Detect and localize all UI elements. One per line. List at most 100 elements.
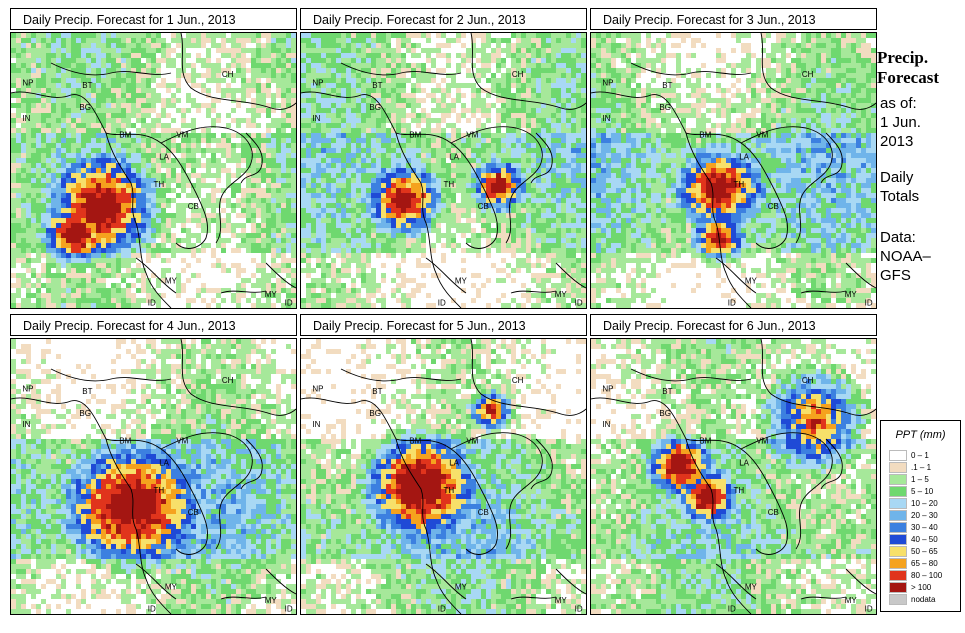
sidebar-title: Precip. Forecast — [877, 48, 963, 88]
country-label: CH — [222, 70, 234, 79]
legend-swatch — [889, 594, 907, 605]
forecast-panel-6: Daily Precip. Forecast for 6 Jun., 2013 … — [590, 314, 877, 615]
legend-label: 80 – 100 — [911, 571, 943, 580]
country-label: VM — [756, 131, 768, 140]
country-label: BG — [369, 409, 381, 418]
legend-swatch — [889, 582, 907, 593]
legend-label: 50 – 65 — [911, 547, 938, 556]
country-label: TH — [444, 486, 455, 495]
country-label: BG — [369, 103, 381, 112]
country-label: BM — [119, 437, 131, 446]
legend-label: 30 – 40 — [911, 523, 938, 532]
country-label: ID — [285, 298, 293, 307]
country-label: MY — [555, 596, 568, 605]
panel-title: Daily Precip. Forecast for 3 Jun., 2013 — [590, 8, 877, 30]
data-source-label: Data: — [880, 229, 916, 246]
legend-swatch — [889, 498, 907, 509]
forecast-panel-3: Daily Precip. Forecast for 3 Jun., 2013 … — [590, 8, 877, 309]
country-label: ID — [865, 298, 873, 307]
country-label: LA — [449, 153, 459, 162]
legend-swatch — [889, 570, 907, 581]
precip-raster: CH NP BT IN BG BM VM LA TH CB MY ID MY ID — [591, 339, 876, 614]
forecast-panel-5: Daily Precip. Forecast for 5 Jun., 2013 … — [300, 314, 587, 615]
legend-swatch — [889, 558, 907, 569]
country-label: CB — [478, 202, 489, 211]
legend-swatch — [889, 474, 907, 485]
country-label: TH — [734, 180, 745, 189]
country-label: ID — [575, 604, 583, 613]
country-label: BT — [372, 81, 382, 90]
legend-item: 65 – 80 — [889, 558, 938, 569]
country-label: IN — [602, 114, 610, 123]
legend-label: 1 – 5 — [911, 475, 929, 484]
legend-item: .1 – 1 — [889, 462, 931, 473]
country-label: MY — [265, 596, 278, 605]
country-label: IN — [602, 420, 610, 429]
country-label: MY — [745, 582, 758, 591]
legend-swatch — [889, 486, 907, 497]
legend-label: .1 – 1 — [911, 463, 932, 472]
country-label: LA — [159, 153, 169, 162]
country-label: MY — [165, 582, 178, 591]
legend-item: 40 – 50 — [889, 534, 938, 545]
country-label: BG — [659, 103, 671, 112]
country-label: ID — [575, 298, 583, 307]
country-label: BT — [662, 387, 672, 396]
forecast-panel-4: Daily Precip. Forecast for 4 Jun., 2013 … — [10, 314, 297, 615]
legend-item: 1 – 5 — [889, 474, 929, 485]
country-label: TH — [444, 180, 455, 189]
country-label: TH — [154, 486, 165, 495]
country-label: BM — [409, 437, 421, 446]
country-label: MY — [265, 290, 278, 299]
precip-raster: CH NP BT IN BG BM VM LA TH CB MY ID MY ID — [591, 33, 876, 308]
data-source-model: GFS — [880, 267, 911, 284]
country-label: CB — [188, 508, 199, 517]
legend-item: 5 – 10 — [889, 486, 933, 497]
country-label: ID — [728, 298, 736, 307]
precip-map: CH NP BT IN BG BM VM LA TH CB MY ID MY ID — [590, 32, 877, 309]
country-label: ID — [438, 604, 446, 613]
precip-raster: CH NP BT IN BG BM VM LA TH CB MY ID MY ID — [11, 339, 296, 614]
country-label: BM — [409, 131, 421, 140]
legend-item: 0 – 1 — [889, 450, 929, 461]
country-label: BT — [82, 81, 92, 90]
precip-map: CH NP BT IN BG BM VM LA TH CB MY ID MY ID — [300, 338, 587, 615]
legend-label: 0 – 1 — [911, 451, 929, 460]
country-label: CB — [188, 202, 199, 211]
legend-label: 40 – 50 — [911, 535, 938, 544]
legend-swatch — [889, 510, 907, 521]
panel-title: Daily Precip. Forecast for 2 Jun., 2013 — [300, 8, 587, 30]
country-label: IN — [312, 114, 320, 123]
as-of-date: 1 Jun. — [880, 114, 921, 131]
country-label: CB — [768, 508, 779, 517]
legend-item: 20 – 30 — [889, 510, 938, 521]
totals-block: Daily Totals — [880, 168, 964, 206]
country-label: CH — [802, 70, 814, 79]
country-label: LA — [739, 153, 749, 162]
country-label: NP — [22, 384, 33, 393]
legend-swatch — [889, 522, 907, 533]
country-label: MY — [845, 596, 858, 605]
country-label: BG — [79, 103, 91, 112]
country-label: ID — [865, 604, 873, 613]
country-label: IN — [22, 114, 30, 123]
country-label: BT — [662, 81, 672, 90]
country-label: MY — [165, 276, 178, 285]
country-label: BT — [372, 387, 382, 396]
legend-item: 10 – 20 — [889, 498, 938, 509]
legend-title: PPT (mm) — [895, 429, 946, 441]
legend-item: 30 – 40 — [889, 522, 938, 533]
country-label: TH — [154, 180, 165, 189]
legend-swatch — [889, 450, 907, 461]
country-label: ID — [728, 604, 736, 613]
country-label: NP — [312, 78, 323, 87]
legend-item: 80 – 100 — [889, 570, 942, 581]
precip-raster: CH NP BT IN BG BM VM LA TH CB MY ID MY ID — [301, 339, 586, 614]
legend-label: 5 – 10 — [911, 487, 934, 496]
country-label: MY — [845, 290, 858, 299]
precip-map: CH NP BT IN BG BM VM LA TH CB MY ID MY ID — [10, 32, 297, 309]
country-label: LA — [739, 459, 749, 468]
country-label: ID — [285, 604, 293, 613]
country-label: VM — [176, 437, 188, 446]
as-of-year: 2013 — [880, 133, 914, 150]
